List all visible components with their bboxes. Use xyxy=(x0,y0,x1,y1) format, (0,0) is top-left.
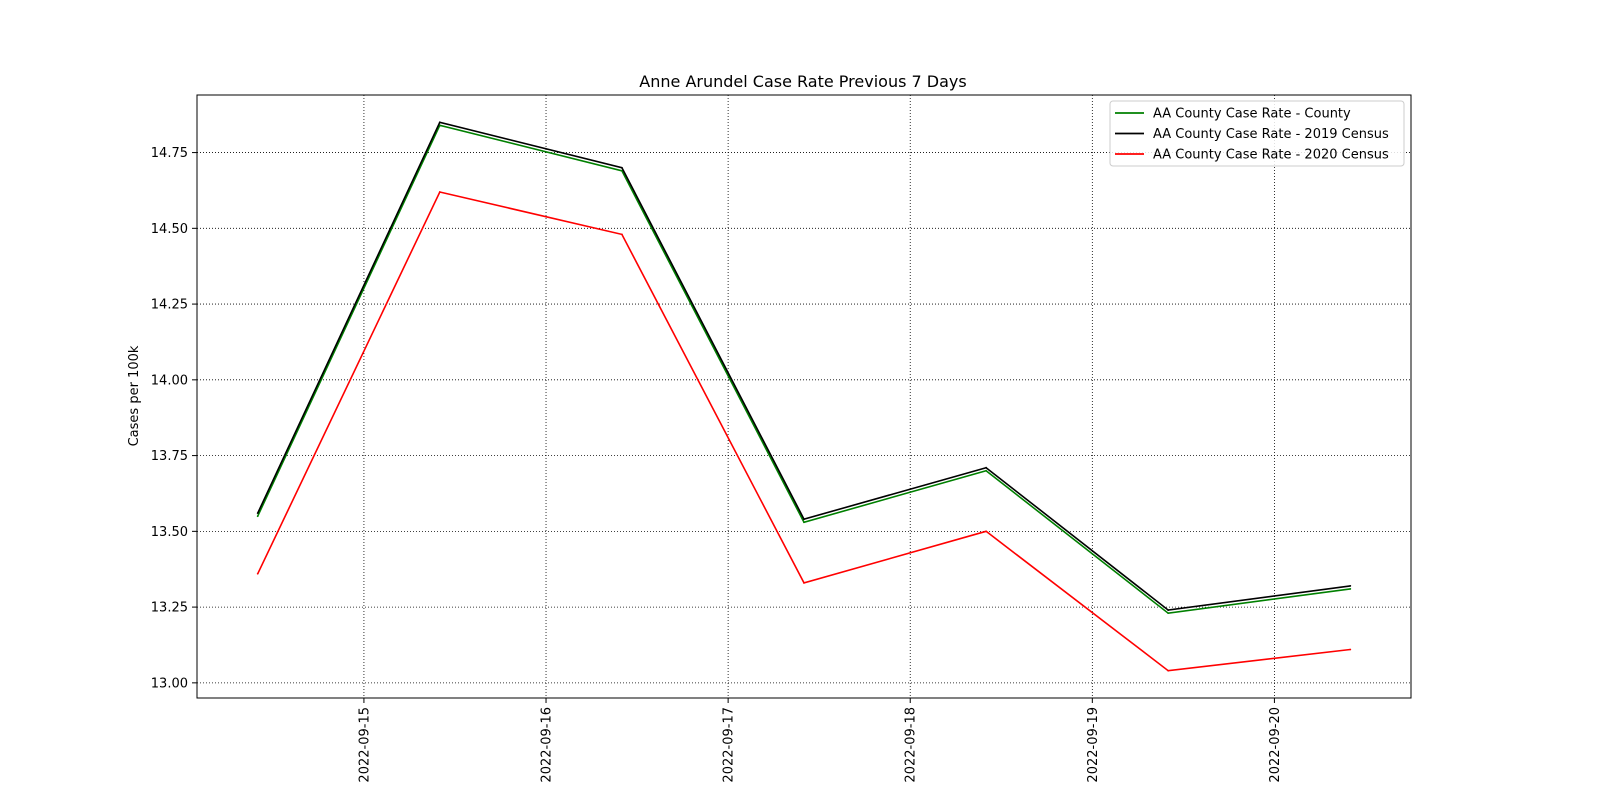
y-tick-label: 14.25 xyxy=(151,298,188,313)
series-3-point xyxy=(438,191,441,193)
series-2-point xyxy=(621,166,623,169)
y-axis: 13.00 13.25 13.50 13.75 14.00 14.25 14.50 14.75 xyxy=(151,146,197,691)
x-tick-label: 2022-09-18 xyxy=(904,707,919,783)
x-tick-label: 2022-09-16 xyxy=(540,707,555,783)
legend-label: AA County Case Rate - County xyxy=(1153,107,1351,122)
series-1-point xyxy=(1349,588,1352,590)
series-1-point xyxy=(985,469,987,472)
series-2-point xyxy=(1167,609,1170,612)
y-axis-label: Cases per 100k xyxy=(127,345,142,446)
series-1-point xyxy=(256,515,259,518)
series-line-3 xyxy=(256,191,1351,672)
legend-box xyxy=(1109,100,1405,167)
series-line-1 xyxy=(256,124,1351,615)
series-3-point xyxy=(803,581,805,584)
y-tick-label: 13.25 xyxy=(151,601,188,616)
y-tick-label: 13.50 xyxy=(151,525,188,540)
series-2-point xyxy=(256,512,259,515)
chart-title: Anne Arundel Case Rate Previous 7 Days xyxy=(639,72,966,91)
series-lines xyxy=(256,121,1352,672)
x-axis: 2022-09-15 2022-09-16 2022-09-17 2022-09-18… xyxy=(357,698,1283,783)
legend: AA County Case Rate - County AA County Ca… xyxy=(1109,100,1405,167)
x-tick-label: 2022-09-20 xyxy=(1268,707,1283,783)
series-3-point xyxy=(256,572,259,575)
legend-label: AA County Case Rate - 2019 Census xyxy=(1153,127,1389,142)
series-2-point xyxy=(985,466,987,469)
y-tick-label: 13.00 xyxy=(151,676,188,691)
x-tick-label: 2022-09-19 xyxy=(1086,707,1101,783)
series-3-point xyxy=(1167,669,1170,672)
series-3-point xyxy=(985,530,987,533)
plot-frame xyxy=(196,94,1412,699)
y-tick-label: 13.75 xyxy=(151,449,188,464)
y-tick-label: 14.00 xyxy=(151,373,188,388)
x-tick-label: 2022-09-15 xyxy=(357,707,372,783)
series-3-point xyxy=(621,233,623,236)
y-tick-label: 14.50 xyxy=(151,222,188,237)
series-1-point xyxy=(1167,612,1170,615)
x-tick-label: 2022-09-17 xyxy=(722,707,737,783)
series-2-point xyxy=(1349,584,1352,587)
series-2-point xyxy=(438,121,441,124)
series-line-2 xyxy=(256,121,1351,611)
series-1-point xyxy=(803,521,805,524)
series-3-point xyxy=(1349,648,1352,651)
legend-label: AA County Case Rate - 2020 Census xyxy=(1153,148,1389,163)
series-2-point xyxy=(803,518,805,521)
grid-lines xyxy=(197,95,1411,698)
y-tick-label: 14.75 xyxy=(151,146,188,161)
